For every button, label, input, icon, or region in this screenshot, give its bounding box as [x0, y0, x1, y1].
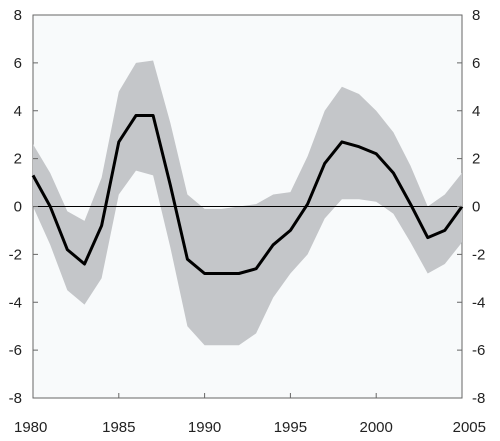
x-tick-label: 1990 [188, 419, 221, 436]
x-tick-label: 1995 [274, 419, 307, 436]
y-tick-label-left: -6 [9, 342, 22, 359]
y-tick-label-right: -2 [472, 246, 485, 263]
x-tick-label: 1985 [102, 419, 135, 436]
y-tick-label-right: -8 [472, 390, 485, 407]
y-tick-label-left: -2 [9, 246, 22, 263]
y-tick-label-right: 4 [472, 103, 480, 120]
x-tick-label: 2000 [360, 419, 393, 436]
x-tick-label: 2005 [453, 419, 486, 436]
y-tick-label-left: 0 [14, 199, 22, 216]
y-tick-label-right: 6 [472, 55, 480, 72]
y-tick-label-left: -8 [9, 390, 22, 407]
y-tick-label-left: 2 [14, 151, 22, 168]
y-tick-label-right: -6 [472, 342, 485, 359]
y-tick-label-left: 4 [14, 103, 22, 120]
y-tick-label-right: 8 [472, 7, 480, 24]
y-tick-label-right: -4 [472, 294, 485, 311]
x-tick-label: 1980 [14, 419, 47, 436]
series-line [31, 114, 464, 275]
y-tick-label-left: 8 [14, 7, 22, 24]
confidence-band [33, 60, 462, 346]
y-tick-label-left: -4 [9, 294, 22, 311]
y-tick-label-right: 2 [472, 151, 480, 168]
y-tick-label-right: 0 [472, 199, 480, 216]
y-tick-label-left: 6 [14, 55, 22, 72]
